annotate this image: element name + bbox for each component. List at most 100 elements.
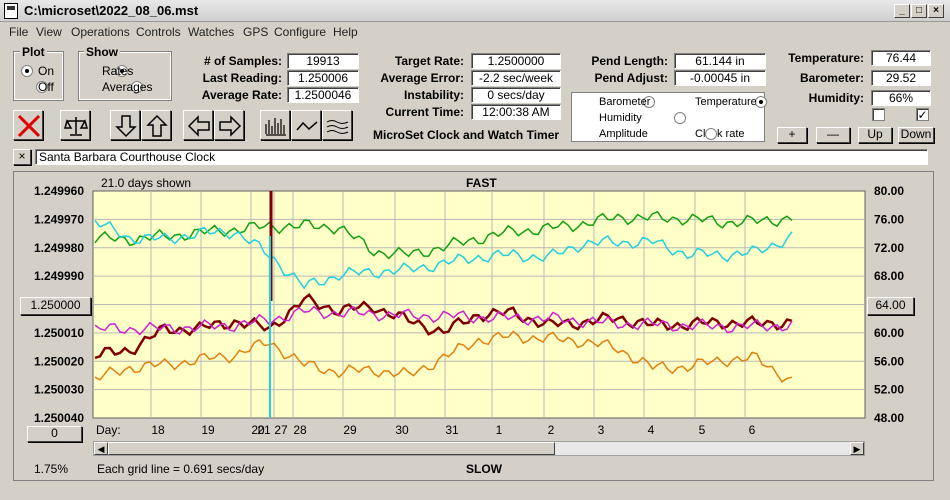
menu-controls[interactable]: Controls (136, 25, 181, 39)
average-rate-label: Average Rate: (201, 88, 282, 102)
x-tick: 28 (293, 423, 307, 437)
menu-view[interactable]: View (36, 25, 62, 39)
menu-operations[interactable]: Operations (71, 25, 130, 39)
menu-watches[interactable]: Watches (188, 25, 235, 39)
menu-gps[interactable]: GPS (243, 25, 269, 39)
instability-value: 0 secs/day (471, 87, 561, 103)
y-right-tick: 48.00 (874, 411, 904, 425)
grid-lines (93, 191, 865, 418)
menu-configure[interactable]: Configure (274, 25, 327, 39)
left-arrow-button[interactable] (183, 110, 213, 140)
sensor-amplitude-radio[interactable] (704, 128, 717, 140)
barometer-value: 29.52 (871, 70, 931, 86)
temperature-label: Temperature: (788, 51, 864, 65)
current-time-value: 12:00:38 AM (471, 104, 561, 120)
window-title: C:\microset\2022_08_06.mst (24, 3, 199, 18)
last-reading-value: 1.250006 (287, 70, 359, 86)
scroll-right-icon[interactable]: ▶ (850, 442, 864, 455)
current-time-label: Current Time: (385, 105, 464, 119)
title-bar: C:\microset\2022_08_06.mst _ □ × (0, 0, 950, 22)
down-arrow-button[interactable] (110, 110, 140, 140)
close-window-button[interactable]: × (928, 4, 944, 18)
tick-labels: 1.249960 80.00 1.249970 76.00 1.249980 72.00 1… (34, 184, 904, 437)
y-left-tick: 1.249970 (34, 212, 84, 226)
up-button[interactable]: Up (858, 127, 892, 143)
fast-label: FAST (466, 176, 497, 190)
show-group-title: Show (84, 45, 120, 59)
clear-name-button[interactable]: × (13, 149, 31, 165)
right-arrow-button[interactable] (214, 110, 244, 140)
percent-label: 1.75% (34, 462, 69, 476)
sensor-select-box (571, 92, 765, 142)
sensor-temperature-radio[interactable] (754, 96, 767, 108)
left-arrow-icon (187, 115, 210, 137)
menu-help[interactable]: Help (333, 25, 358, 39)
center-rate-button[interactable]: 1.250000 (20, 297, 91, 315)
menu-bar: File View Operations Controls Watches GP… (0, 22, 950, 42)
sensor-humidity-label: Humidity (599, 112, 642, 124)
chart-panel (13, 171, 934, 481)
scale-button[interactable] (60, 110, 90, 140)
bars-view-button[interactable] (260, 110, 290, 140)
pend-length-value[interactable]: 61.144 in (674, 53, 766, 69)
y-right-tick: 80.00 (874, 184, 904, 198)
option-checkbox-1[interactable] (872, 108, 885, 121)
minimize-button[interactable]: _ (894, 4, 910, 18)
average-rate-value: 1.2500046 (287, 87, 359, 103)
up-arrow-icon (146, 114, 168, 137)
maximize-button[interactable]: □ (911, 4, 927, 18)
plot-on-radio[interactable] (21, 65, 33, 77)
scroll-thumb[interactable] (108, 442, 555, 455)
series-line-humidity (94, 305, 793, 336)
center-sensor-button[interactable]: 64.00 (867, 297, 914, 315)
minus-button[interactable]: — (816, 127, 850, 143)
show-averages-radio[interactable] (131, 81, 144, 93)
right-arrow-icon (219, 115, 242, 137)
plot-off-radio[interactable] (36, 81, 49, 93)
x-tick: 1 (496, 423, 503, 437)
x-tick: 3 (598, 423, 605, 437)
scroll-left-icon[interactable]: ◀ (94, 442, 108, 455)
x-tick: 4 (648, 423, 655, 437)
average-error-value: -2.2 sec/week (471, 70, 561, 86)
plot-on-label: On (38, 64, 55, 78)
x-tick: 29 (343, 423, 357, 437)
x-tick: 6 (749, 423, 756, 437)
show-averages-label: Averages (102, 80, 153, 94)
plot-group-title: Plot (20, 45, 47, 59)
series-line-amplitude (94, 220, 793, 290)
clock-name-field[interactable]: Santa Barbara Courthouse Clock (35, 149, 928, 165)
sensor-humidity-radio[interactable] (674, 112, 687, 124)
horizontal-scrollbar[interactable]: ◀ ▶ (93, 441, 865, 456)
target-rate-label: Target Rate: (394, 54, 464, 68)
down-button[interactable]: Down (898, 127, 934, 143)
up-arrow-button[interactable] (141, 110, 171, 140)
show-rates-label: Rates (102, 64, 134, 78)
sensor-temperature-label: Temperature (695, 96, 757, 108)
menu-file[interactable]: File (9, 25, 29, 39)
zero-button[interactable]: 0 (27, 426, 82, 442)
plus-button[interactable]: + (777, 127, 807, 143)
humidity-label: Humidity: (808, 91, 864, 105)
y-right-tick: 68.00 (874, 269, 904, 283)
sensor-barometer-radio[interactable] (643, 96, 656, 108)
y-right-tick: 72.00 (874, 241, 904, 255)
line-view-button[interactable] (291, 110, 321, 140)
target-rate-value[interactable]: 1.2500000 (471, 53, 561, 69)
slow-label: SLOW (466, 462, 502, 476)
sensor-amplitude-label: Amplitude (599, 128, 648, 140)
x-tick: 18 (151, 423, 165, 437)
stop-button[interactable] (13, 110, 43, 140)
y-right-tick: 52.00 (874, 383, 904, 397)
option-checkbox-2[interactable]: ✓ (916, 108, 929, 122)
y-left-tick: 1.250040 (34, 411, 84, 425)
samples-label: # of Samples: (203, 54, 282, 68)
show-rates-radio[interactable] (115, 65, 128, 77)
temperature-value: 76.44 (871, 50, 931, 66)
x-tick: 2 (548, 423, 555, 437)
multi-line-view-button[interactable] (322, 110, 352, 140)
x-axis-label: Day: (96, 423, 121, 437)
down-arrow-icon (115, 115, 137, 138)
y-left-tick: 1.249980 (34, 241, 84, 255)
